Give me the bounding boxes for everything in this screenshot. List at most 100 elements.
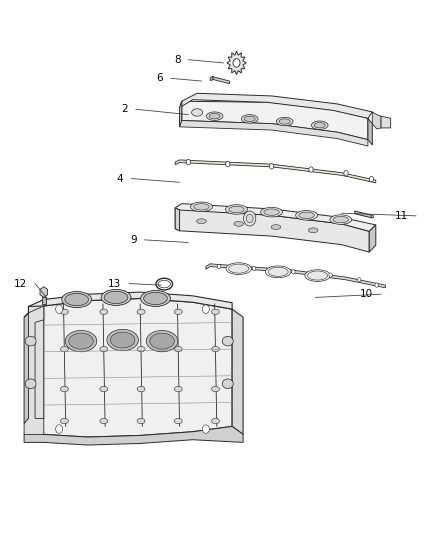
Circle shape [369,176,374,182]
Ellipse shape [60,418,68,424]
Ellipse shape [141,290,170,306]
Ellipse shape [65,330,97,352]
Ellipse shape [158,280,170,288]
Polygon shape [213,77,230,84]
Ellipse shape [265,266,291,278]
Ellipse shape [226,205,247,214]
Ellipse shape [371,215,374,218]
Ellipse shape [174,418,182,424]
Ellipse shape [271,225,281,230]
Ellipse shape [60,346,68,352]
Polygon shape [28,292,232,313]
Polygon shape [232,309,243,434]
Ellipse shape [307,271,328,280]
Ellipse shape [261,207,283,217]
Ellipse shape [223,336,233,346]
Ellipse shape [234,222,244,227]
Ellipse shape [209,114,220,119]
Ellipse shape [156,278,173,290]
Polygon shape [24,426,243,445]
Circle shape [226,161,230,167]
Ellipse shape [194,204,209,210]
Text: 13: 13 [108,279,121,288]
Ellipse shape [206,112,223,120]
Ellipse shape [333,216,349,223]
Ellipse shape [100,309,108,314]
Circle shape [56,305,63,313]
Circle shape [202,425,209,433]
Ellipse shape [137,386,145,392]
Ellipse shape [305,270,330,281]
Circle shape [357,278,361,282]
Polygon shape [175,208,180,231]
Ellipse shape [25,379,36,389]
Ellipse shape [268,267,288,276]
Ellipse shape [314,123,325,128]
Ellipse shape [223,379,233,389]
Ellipse shape [241,115,258,123]
Polygon shape [381,116,391,128]
Circle shape [292,270,295,274]
Ellipse shape [146,330,178,352]
Polygon shape [175,160,376,183]
Polygon shape [180,120,368,146]
Polygon shape [40,287,48,297]
Text: 6: 6 [156,74,163,83]
Ellipse shape [144,292,167,305]
Ellipse shape [229,264,249,273]
Ellipse shape [150,333,174,349]
Ellipse shape [212,346,219,352]
Polygon shape [28,306,44,426]
Ellipse shape [137,309,145,314]
Ellipse shape [101,289,131,305]
Ellipse shape [330,215,352,224]
Ellipse shape [69,333,93,349]
Ellipse shape [25,336,36,346]
Ellipse shape [264,209,279,215]
Polygon shape [206,264,385,288]
Circle shape [329,273,332,277]
Ellipse shape [65,293,88,306]
Polygon shape [368,118,372,145]
Polygon shape [175,208,369,252]
Polygon shape [182,101,368,140]
Ellipse shape [137,346,145,352]
Polygon shape [42,297,46,304]
Text: 8: 8 [174,55,180,64]
Ellipse shape [191,202,212,212]
Circle shape [344,171,348,176]
Ellipse shape [137,418,145,424]
Ellipse shape [60,309,68,314]
Ellipse shape [226,263,251,274]
Ellipse shape [174,309,182,314]
Ellipse shape [279,119,290,124]
Ellipse shape [299,212,314,219]
Ellipse shape [212,309,219,314]
Ellipse shape [212,418,219,424]
Text: 9: 9 [130,235,137,245]
Ellipse shape [104,291,128,304]
Ellipse shape [174,346,182,352]
Text: 11: 11 [395,211,408,221]
Circle shape [217,264,221,269]
Polygon shape [175,204,376,231]
Circle shape [269,164,274,169]
Ellipse shape [174,386,182,392]
Polygon shape [24,313,28,424]
Polygon shape [180,93,372,118]
Ellipse shape [308,228,318,233]
Ellipse shape [62,292,92,308]
Ellipse shape [192,109,202,116]
Ellipse shape [100,386,108,392]
Ellipse shape [100,418,108,424]
Polygon shape [369,225,376,252]
Circle shape [202,305,209,313]
Text: 10: 10 [360,289,373,299]
Circle shape [233,59,240,67]
Circle shape [244,211,256,226]
Ellipse shape [197,219,206,224]
Circle shape [252,266,256,271]
Ellipse shape [229,206,244,213]
Ellipse shape [212,386,219,392]
Circle shape [309,167,313,172]
